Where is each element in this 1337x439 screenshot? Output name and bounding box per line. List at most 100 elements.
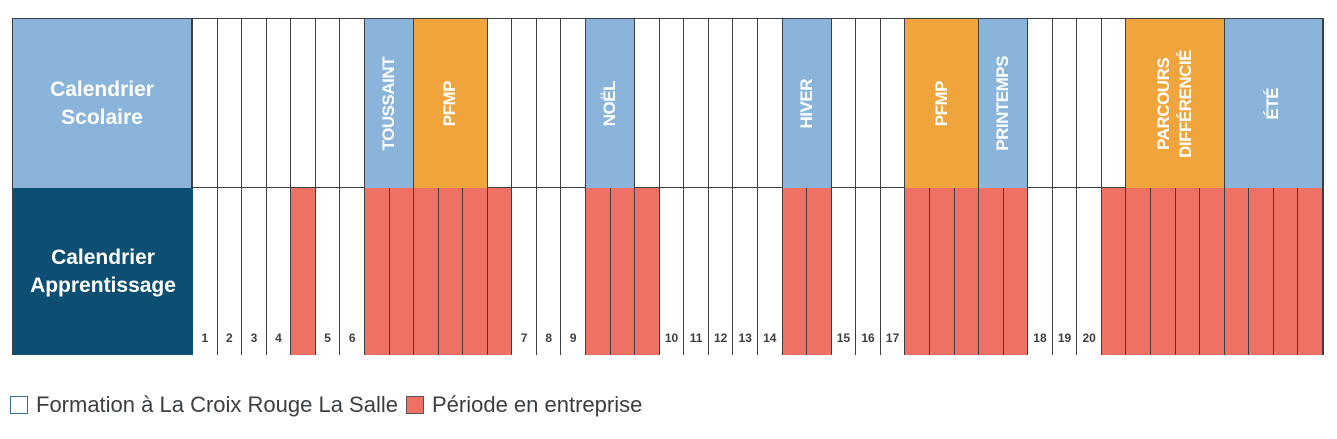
period-vacation: PRINTEMPS	[979, 19, 1029, 188]
week-number: 6	[348, 331, 356, 345]
school-week-cell	[880, 19, 906, 188]
week-number: 13	[738, 331, 752, 345]
entreprise-week-cell	[954, 188, 980, 355]
calendar-grid: Calendrier Scolaire Calendrier Apprentis…	[12, 18, 1324, 355]
entreprise-week-cell	[389, 188, 415, 355]
school-week-cell	[315, 19, 341, 188]
school-week-cell	[487, 19, 513, 188]
entreprise-week-cell	[1273, 188, 1299, 355]
entreprise-week-cell	[291, 188, 316, 355]
week-number: 3	[250, 331, 258, 345]
formation-week-cell: 7	[512, 188, 537, 355]
school-week-cell	[758, 19, 783, 188]
period-label: PFMP	[440, 80, 460, 127]
formation-week-cell: 5	[315, 188, 341, 355]
entreprise-week-cell	[1003, 188, 1029, 355]
entreprise-week-cell	[463, 188, 488, 355]
school-week-cell	[512, 19, 537, 188]
period-pfmp: PARCOURS DIFFÉRENCIÉ	[1126, 19, 1225, 188]
legend-entreprise: Période en entreprise	[431, 392, 643, 417]
school-week-cell	[1052, 19, 1078, 188]
week-number: 7	[520, 331, 528, 345]
period-label: PRINTEMPS	[993, 56, 1013, 151]
entreprise-week-cell	[364, 188, 390, 355]
entreprise-week-cell	[635, 188, 660, 355]
week-number: 11	[689, 331, 703, 345]
week-number: 4	[275, 331, 282, 345]
entreprise-week-cell	[414, 188, 439, 355]
formation-week-cell: 14	[758, 188, 783, 355]
school-week-cell	[659, 19, 685, 188]
period-label: PARCOURS DIFFÉRENCIÉ	[1154, 49, 1196, 158]
formation-week-cell: 16	[856, 188, 881, 355]
entreprise-week-cell	[1126, 188, 1152, 355]
school-week-cell	[1028, 19, 1053, 188]
formation-week-cell: 18	[1028, 188, 1053, 355]
school-week-cell	[1101, 19, 1127, 188]
entreprise-week-cell	[1298, 188, 1323, 355]
entreprise-week-cell	[1200, 188, 1225, 355]
school-week-cell	[831, 19, 857, 188]
period-vacation: TOUSSAINT	[364, 19, 415, 188]
formation-swatch	[10, 396, 28, 414]
period-vacation: ÉTÉ	[1224, 19, 1323, 188]
entreprise-swatch	[405, 396, 424, 414]
week-number: 9	[569, 331, 577, 345]
formation-week-cell: 4	[266, 188, 292, 355]
entreprise-week-cell	[979, 188, 1004, 355]
school-week-cell	[217, 19, 243, 188]
formation-week-cell: 1	[193, 188, 218, 355]
entreprise-week-cell	[487, 188, 513, 355]
week-number: 10	[664, 331, 679, 345]
period-pfmp: PFMP	[414, 19, 488, 188]
period-vacation: HIVER	[782, 19, 832, 188]
week-number: 8	[545, 331, 553, 345]
period-label: PFMP	[931, 80, 951, 127]
formation-week-cell: 13	[733, 188, 758, 355]
formation-week-cell: 20	[1077, 188, 1102, 355]
period-vacation: NOËL	[586, 19, 636, 188]
entreprise-week-cell	[905, 188, 930, 355]
formation-week-cell: 19	[1052, 188, 1078, 355]
week-number: 17	[885, 331, 900, 345]
entreprise-week-cell	[807, 188, 832, 355]
week-number: 18	[1033, 331, 1047, 345]
legend-formation: Formation à La Croix Rouge La Salle	[36, 392, 398, 417]
school-week-cell	[340, 19, 365, 188]
school-week-cell	[684, 19, 709, 188]
formation-week-cell: 2	[217, 188, 243, 355]
period-label: NOËL	[600, 80, 620, 127]
school-week-cell	[635, 19, 660, 188]
formation-week-cell: 8	[536, 188, 562, 355]
entreprise-week-cell	[929, 188, 955, 355]
week-number: 16	[861, 331, 875, 345]
period-label: ÉTÉ	[1263, 87, 1283, 120]
school-week-cell	[856, 19, 881, 188]
week-number: 20	[1082, 331, 1096, 345]
school-week-cell	[193, 19, 218, 188]
week-number: 15	[836, 331, 851, 345]
formation-week-cell: 17	[880, 188, 906, 355]
school-week-cell	[242, 19, 267, 188]
entreprise-week-cell	[1151, 188, 1176, 355]
legend: Formation à La Croix Rouge La Salle Péri…	[10, 392, 642, 418]
school-week-cell	[266, 19, 292, 188]
week-number: 12	[713, 331, 728, 345]
week-number: 2	[226, 331, 233, 345]
school-week-cell	[708, 19, 734, 188]
week-number: 14	[763, 331, 777, 345]
entreprise-week-cell	[1101, 188, 1127, 355]
formation-week-cell: 15	[831, 188, 857, 355]
entreprise-week-cell	[438, 188, 464, 355]
formation-week-cell: 11	[684, 188, 709, 355]
school-week-cell	[291, 19, 316, 188]
formation-week-cell: 10	[659, 188, 685, 355]
school-calendar-label: Calendrier Scolaire	[13, 19, 193, 188]
school-week-cell	[536, 19, 562, 188]
entreprise-week-cell	[610, 188, 636, 355]
week-number: 1	[201, 331, 209, 345]
entreprise-week-cell	[1224, 188, 1250, 355]
apprenticeship-calendar-label: Calendrier Apprentissage	[13, 188, 193, 355]
formation-week-cell: 3	[242, 188, 267, 355]
school-week-cell	[733, 19, 758, 188]
